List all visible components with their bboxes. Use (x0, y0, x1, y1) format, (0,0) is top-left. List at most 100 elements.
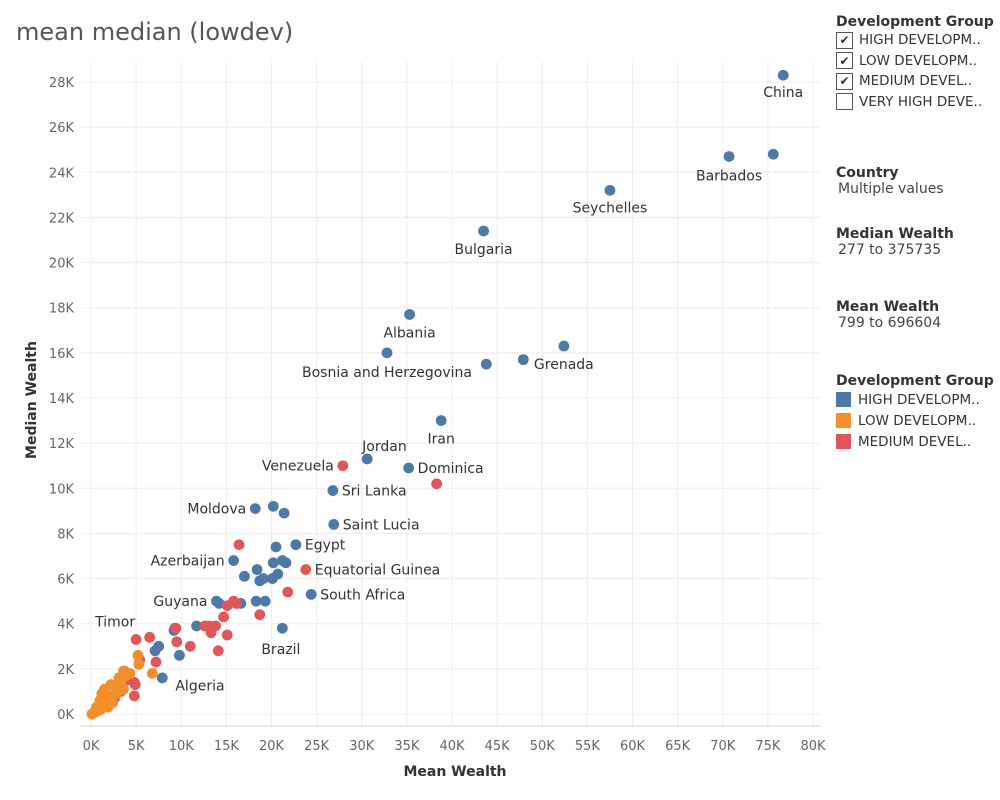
data-point[interactable] (128, 690, 140, 702)
data-point[interactable] (604, 184, 616, 196)
data-point[interactable] (133, 658, 145, 670)
data-point[interactable] (777, 69, 789, 81)
filter-option-label: LOW DEVELOPM.. (859, 52, 978, 69)
data-point[interactable] (282, 586, 294, 598)
data-point[interactable] (221, 629, 233, 641)
data-point[interactable] (300, 564, 312, 575)
legend-item[interactable]: HIGH DEVELOPM.. (836, 389, 994, 410)
data-point[interactable] (435, 415, 447, 426)
data-point[interactable] (278, 507, 290, 519)
data-point[interactable] (170, 622, 182, 634)
data-point[interactable] (480, 358, 492, 370)
x-tick-label: 70K (710, 739, 736, 754)
x-tick-label: 20K (259, 739, 285, 754)
data-point[interactable] (276, 622, 288, 634)
data-point[interactable] (431, 478, 443, 490)
x-tick-label: 30K (349, 739, 375, 754)
data-point[interactable] (218, 611, 230, 623)
data-point[interactable] (129, 679, 141, 691)
x-tick-label: 0K (83, 739, 100, 754)
legend-item[interactable]: MEDIUM DEVEL.. (836, 431, 994, 452)
data-point[interactable] (361, 453, 373, 465)
x-axis-ticks: 0K 5K 10K 15K 20K 25K 30K 35K 40K 45K 50K 55K 60K 65K… (83, 739, 826, 754)
data-label: Moldova (187, 502, 246, 518)
legend-item[interactable]: LOW DEVELOPM.. (836, 410, 994, 431)
median-wealth-filter-title: Median Wealth (836, 226, 954, 242)
y-tick-label: 28K (49, 76, 75, 91)
data-point[interactable] (290, 539, 302, 551)
legend-label: LOW DEVELOPM.. (858, 412, 977, 429)
checkbox[interactable]: ✔ (836, 31, 853, 49)
data-point[interactable] (517, 354, 529, 366)
data-label: Dominica (418, 461, 484, 477)
data-point[interactable] (146, 667, 158, 679)
filter-title: Development Group (836, 14, 994, 30)
data-point[interactable] (558, 340, 570, 352)
data-point[interactable] (184, 640, 196, 652)
y-axis-title: Median Wealth (24, 341, 40, 459)
data-point[interactable] (337, 460, 349, 472)
data-point[interactable] (144, 631, 156, 643)
data-point[interactable] (328, 519, 340, 530)
data-point[interactable] (110, 688, 122, 700)
filter-option[interactable]: ✔ HIGH DEVELOPM.. (836, 30, 994, 51)
data-point[interactable] (403, 462, 415, 474)
data-point[interactable] (280, 557, 292, 569)
data-point[interactable] (107, 697, 119, 709)
data-point[interactable] (723, 151, 735, 162)
data-point[interactable] (174, 649, 185, 661)
data-point[interactable] (272, 568, 284, 580)
data-point[interactable] (267, 557, 279, 569)
median-wealth-filter-value[interactable]: 277 to 375735 (838, 242, 942, 258)
data-point[interactable] (124, 667, 136, 679)
data-point[interactable] (205, 627, 217, 639)
data-point[interactable] (156, 672, 168, 684)
data-point[interactable] (267, 500, 279, 512)
data-point[interactable] (478, 225, 489, 237)
data-point[interactable] (130, 634, 142, 645)
data-point[interactable] (239, 570, 250, 582)
data-point[interactable] (254, 609, 266, 621)
data-point[interactable] (305, 588, 317, 600)
data-point[interactable] (259, 595, 271, 607)
filter-option[interactable]: ✔ MEDIUM DEVEL.. (836, 71, 994, 92)
data-point[interactable] (250, 595, 262, 607)
y-tick-label: 22K (49, 211, 75, 226)
x-tick-label: 50K (530, 739, 556, 754)
data-point[interactable] (150, 656, 162, 668)
data-point[interactable] (171, 636, 183, 648)
country-filter-title: Country (836, 165, 899, 181)
data-point[interactable] (251, 564, 263, 575)
filter-option[interactable]: ✔ LOW DEVELOPM.. (836, 51, 994, 72)
data-point[interactable] (230, 598, 242, 609)
data-point[interactable] (233, 539, 245, 551)
x-tick-label: 10K (169, 739, 195, 754)
checkbox[interactable] (836, 93, 853, 111)
data-point[interactable] (381, 347, 393, 359)
data-point[interactable] (149, 645, 161, 657)
data-point[interactable] (92, 705, 104, 717)
y-tick-label: 4K (57, 618, 74, 633)
country-filter-value[interactable]: Multiple values (838, 181, 944, 197)
data-point[interactable] (212, 645, 224, 657)
data-point[interactable] (327, 485, 339, 496)
data-label: Bulgaria (455, 242, 513, 258)
checkbox[interactable]: ✔ (836, 52, 853, 70)
checkbox[interactable]: ✔ (836, 72, 853, 90)
data-point[interactable] (191, 620, 202, 632)
x-tick-label: 5K (128, 739, 145, 754)
mean-wealth-filter-value[interactable]: 799 to 696604 (838, 315, 942, 331)
y-tick-label: 14K (49, 392, 75, 407)
filter-option[interactable]: VERY HIGH DEVE.. (836, 92, 994, 113)
data-point[interactable] (228, 555, 239, 566)
y-tick-label: 26K (49, 121, 75, 136)
data-point[interactable] (404, 309, 415, 320)
data-point[interactable] (257, 573, 269, 584)
color-legend: Development Group HIGH DEVELOPM.. LOW DEV… (836, 373, 994, 452)
legend-swatch (836, 413, 851, 428)
data-point[interactable] (767, 148, 779, 160)
data-point[interactable] (213, 598, 225, 609)
data-point[interactable] (249, 503, 261, 514)
data-point[interactable] (132, 649, 144, 661)
data-point[interactable] (270, 541, 282, 553)
